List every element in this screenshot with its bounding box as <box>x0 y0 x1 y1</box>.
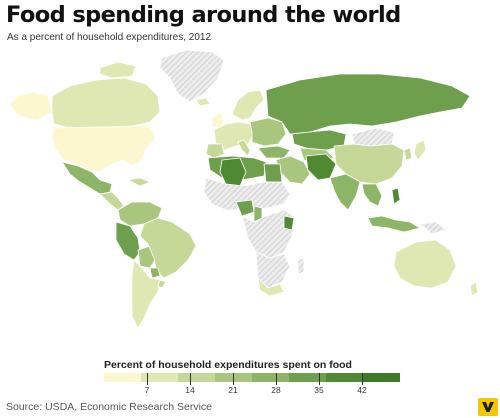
map-title: Food spending around the world <box>6 2 401 28</box>
australia-region <box>393 239 457 289</box>
russia-region <box>265 73 471 135</box>
iberia-region <box>205 143 225 159</box>
algeria-region <box>219 157 247 187</box>
madagascar-region <box>297 257 305 275</box>
legend-swatch-5 <box>252 373 289 382</box>
southeast-asia-region <box>361 183 383 207</box>
scandinavia-region <box>231 89 265 121</box>
usa-region <box>51 125 157 173</box>
new-zealand-region <box>469 281 479 297</box>
legend-tick-label: 35 <box>314 385 324 395</box>
legend-swatch-8 <box>363 373 400 382</box>
paraguay-region <box>149 267 161 279</box>
iceland-region <box>195 97 211 107</box>
uk-region <box>211 111 225 129</box>
uruguay-region <box>157 279 167 289</box>
caribbean-region <box>127 177 151 187</box>
legend-swatch-1 <box>104 373 141 382</box>
source-note: Source: USDA, Economic Research Service <box>6 401 212 413</box>
new-guinea-region <box>419 221 447 235</box>
japan-region <box>413 139 427 161</box>
legend-swatch-6 <box>289 373 326 382</box>
eastern-europe-region <box>249 117 287 147</box>
italy-region <box>237 139 251 157</box>
indonesia-region <box>367 215 421 233</box>
sahel-region <box>203 177 291 211</box>
turkey-region <box>257 145 291 159</box>
kenya-region <box>283 215 295 231</box>
india-region <box>329 173 361 211</box>
korea-region <box>403 147 413 161</box>
central-america-region <box>99 191 125 211</box>
mongolia-region <box>351 127 395 147</box>
argentina-chile-region <box>131 259 161 329</box>
legend-tick-label: 7 <box>144 385 150 395</box>
legend-tick-label: 14 <box>185 385 195 395</box>
vox-logo-icon[interactable] <box>478 398 498 416</box>
legend-swatch-3 <box>178 373 215 382</box>
legend-tick-label: 42 <box>357 385 367 395</box>
china-region <box>333 143 405 185</box>
middle-east-region <box>275 155 311 185</box>
philippines-region <box>391 187 401 205</box>
vox-v-glyph <box>482 402 494 412</box>
legend-tick <box>362 373 363 385</box>
south-africa-region <box>257 277 285 297</box>
legend-swatch-2 <box>141 373 178 382</box>
peru-region <box>115 221 141 261</box>
legend-tick <box>276 373 277 385</box>
alaska-region <box>9 91 53 121</box>
legend-swatch-7 <box>326 373 363 382</box>
legend-ticks: 7 14 21 28 35 42 <box>104 373 400 397</box>
canada-islands-region <box>99 61 137 79</box>
brazil-region <box>139 217 197 279</box>
canada-region <box>51 77 161 129</box>
legend-title: Percent of household expenditures spent … <box>104 359 352 371</box>
nigeria-region <box>235 199 255 217</box>
legend-tick <box>233 373 234 385</box>
legend-tick <box>190 373 191 385</box>
egypt-region <box>263 163 283 183</box>
map-subtitle: As a percent of household expenditures, … <box>7 32 212 43</box>
legend-tick-label: 21 <box>228 385 238 395</box>
greenland-region <box>159 49 225 103</box>
legend-tick-label: 28 <box>271 385 281 395</box>
central-africa-region <box>241 209 295 259</box>
legend-tick <box>319 373 320 385</box>
world-map <box>0 46 500 346</box>
legend-tick <box>147 373 148 385</box>
